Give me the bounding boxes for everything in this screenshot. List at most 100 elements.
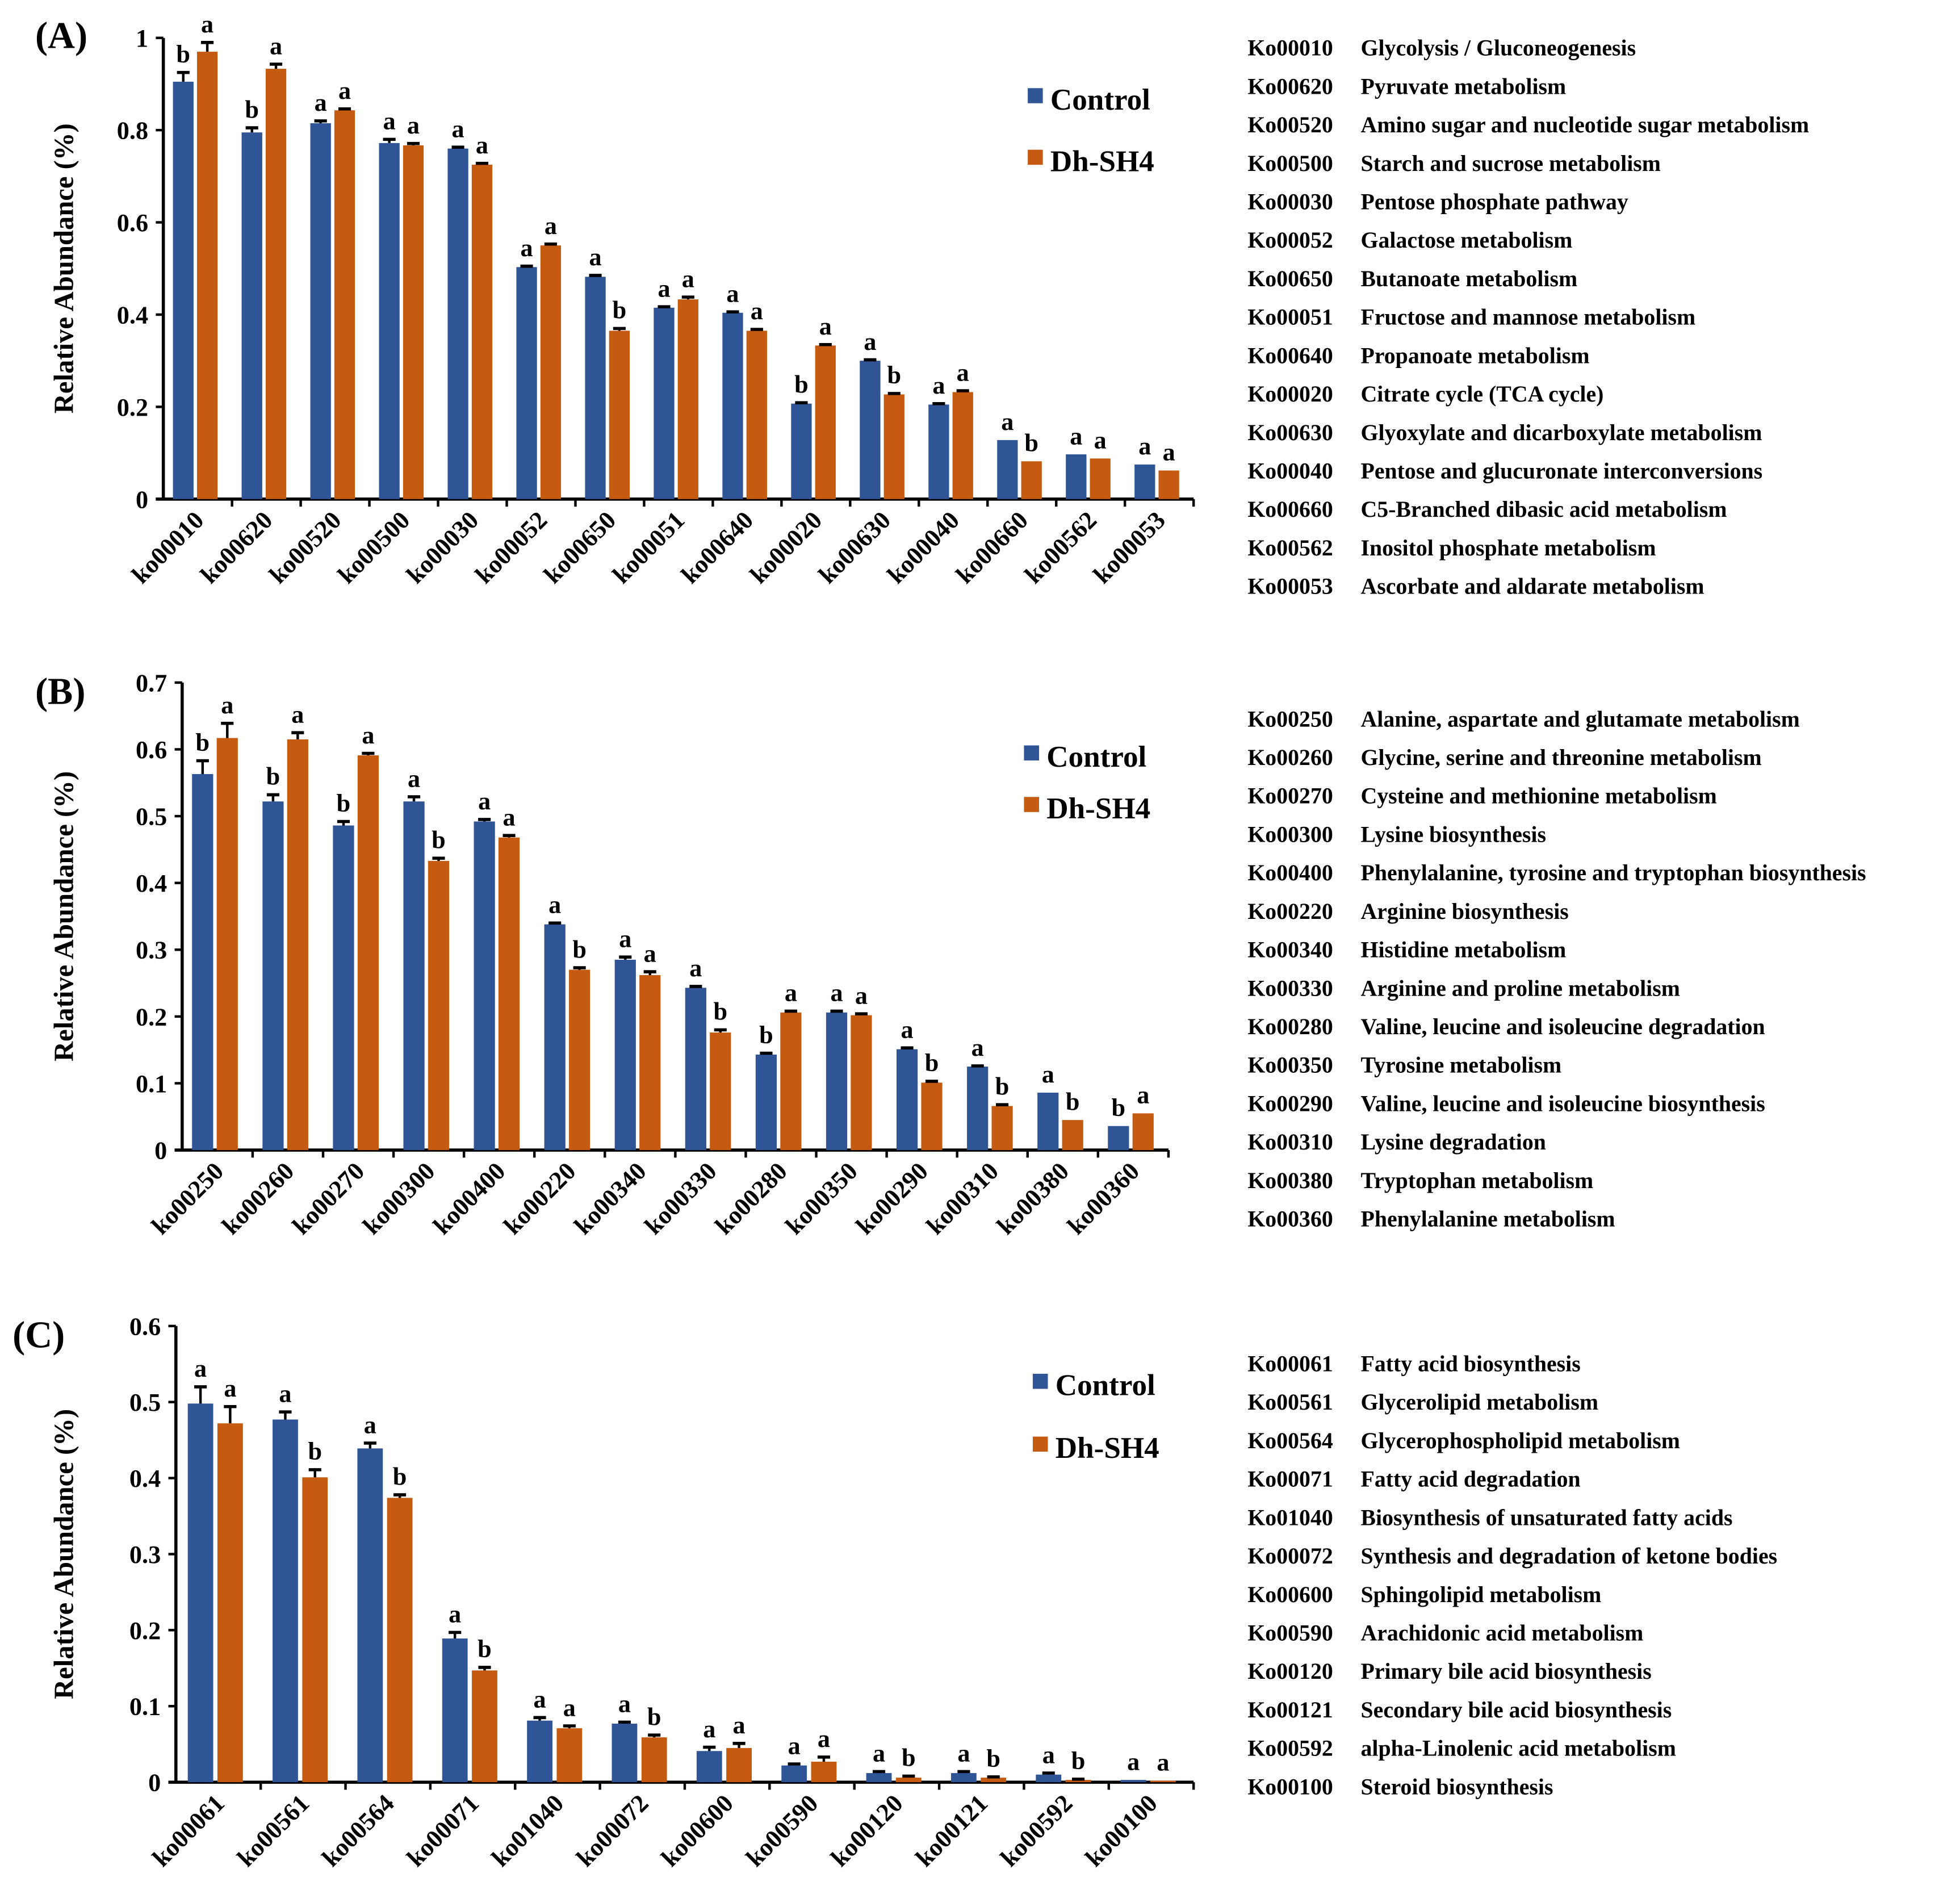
bar-control	[585, 277, 606, 499]
bar-dh-sh4	[1065, 1780, 1091, 1783]
bar-dh-sh4	[641, 1737, 667, 1783]
key-description: C5-Branched dibasic acid metabolism	[1360, 497, 1727, 522]
legend-swatch-dh-sh4	[1032, 1436, 1048, 1452]
bar-dh-sh4	[556, 1728, 583, 1783]
key-description: Alanine, aspartate and glutamate metabol…	[1360, 706, 1799, 731]
significance-letter: a	[619, 925, 631, 952]
bar-control	[310, 123, 331, 499]
x-tick-label: ko00072	[571, 1789, 654, 1872]
key-code: Ko00562	[1247, 536, 1333, 561]
y-axis-label: Relative Abundance (%)	[48, 771, 79, 1061]
significance-letter: a	[1042, 1060, 1054, 1088]
key-code: Ko00072	[1247, 1544, 1333, 1569]
bar-control	[967, 1067, 989, 1151]
bar-control	[192, 774, 213, 1151]
significance-letter: a	[362, 721, 374, 749]
bar-dh-sh4	[471, 165, 493, 499]
bar-dh-sh4	[196, 52, 218, 499]
bar-control	[1134, 464, 1155, 499]
key-description: Arachidonic acid metabolism	[1360, 1620, 1643, 1645]
key-code: Ko00220	[1247, 899, 1333, 924]
key-description: Arginine biosynthesis	[1360, 899, 1568, 924]
key-code: Ko00330	[1247, 976, 1333, 1001]
significance-letter: b	[1024, 429, 1038, 457]
significance-letter: b	[995, 1072, 1010, 1100]
bar-dh-sh4	[334, 110, 355, 499]
x-tick-label: ko00650	[538, 506, 621, 589]
key-description: Sphingolipid metabolism	[1360, 1582, 1601, 1607]
key-description: Galactose metabolism	[1360, 228, 1572, 253]
legend-label: Control	[1050, 83, 1150, 116]
chart-panel-2: (B) 0 0.1 0.2 0.3 0.4 0.5 0.6 0.7 Relative Abunda…	[35, 669, 1866, 1240]
bar-dh-sh4	[780, 1012, 802, 1151]
chart-panel-1: (A) 0 0.2 0.4 0.6 0.8 1 Relative Abundance (%) k…	[35, 10, 1809, 599]
key-description: Steroid biosynthesis	[1360, 1774, 1553, 1799]
y-tick-label: 0.4	[129, 1465, 161, 1493]
bar-control	[403, 801, 425, 1151]
bar-control	[614, 959, 636, 1151]
y-tick-label: 0	[154, 1137, 167, 1165]
bar-dh-sh4	[387, 1498, 413, 1783]
chart-panel-3: (C) 0 0.1 0.2 0.3 0.4 0.5 0.6 Relative Abundance…	[12, 1312, 1777, 1872]
significance-letter: a	[785, 979, 797, 1007]
key-code: Ko00051	[1247, 305, 1333, 330]
significance-letter: a	[855, 981, 868, 1009]
significance-letter: a	[291, 700, 304, 728]
significance-letter: a	[873, 1740, 885, 1767]
panel-label: (B)	[35, 671, 85, 712]
legend-label: Dh-SH4	[1046, 792, 1150, 825]
x-tick-label: ko00100	[1080, 1789, 1163, 1872]
y-tick-label: 0.2	[136, 1003, 167, 1031]
key-description: Synthesis and degradation of ketone bodi…	[1360, 1544, 1777, 1569]
bar-dh-sh4	[1090, 458, 1111, 499]
bar-dh-sh4	[981, 1778, 1007, 1783]
bar-dh-sh4	[1132, 1113, 1154, 1151]
y-tick-label: 0.1	[136, 1070, 167, 1098]
significance-letter: a	[315, 89, 327, 116]
x-tick-label: ko00040	[882, 506, 965, 589]
bar-dh-sh4	[710, 1032, 731, 1151]
y-tick-label: 0.7	[136, 669, 167, 697]
key-description: Lysine degradation	[1360, 1130, 1546, 1155]
bar-control	[1037, 1092, 1059, 1151]
significance-letter: b	[1071, 1747, 1086, 1775]
key-code: Ko00340	[1247, 938, 1333, 963]
bar-dh-sh4	[472, 1670, 497, 1783]
bar-dh-sh4	[746, 331, 767, 499]
key-description: Glycine, serine and threonine metabolism	[1360, 745, 1761, 770]
key-code: Ko00120	[1247, 1659, 1333, 1684]
x-tick-label: ko00071	[401, 1789, 484, 1872]
key-description: Tryptophan metabolism	[1360, 1168, 1593, 1193]
key-code: Ko00360	[1247, 1207, 1333, 1232]
key-code: Ko00280	[1247, 1014, 1333, 1039]
y-tick-label: 0.3	[136, 937, 167, 964]
significance-letter: a	[1157, 1749, 1169, 1776]
bar-control	[928, 404, 949, 499]
bar-control	[1066, 454, 1087, 499]
bar-dh-sh4	[1150, 1780, 1176, 1783]
key-description: Valine, leucine and isoleucine degradati…	[1360, 1014, 1765, 1039]
x-tick-label: ko00020	[744, 506, 827, 589]
significance-letter: b	[925, 1049, 939, 1077]
x-tick-label: ko00330	[639, 1157, 722, 1240]
legend-label: Dh-SH4	[1056, 1432, 1159, 1465]
key-description: Ascorbate and aldarate metabolism	[1360, 574, 1704, 599]
x-tick-label: ko00620	[195, 506, 278, 589]
key-code: Ko00260	[1247, 745, 1333, 770]
legend-label: Control	[1056, 1369, 1155, 1402]
key-description: Lysine biosynthesis	[1360, 822, 1546, 847]
y-tick-label: 0.6	[117, 209, 148, 237]
bar-dh-sh4	[1158, 470, 1179, 499]
bar-dh-sh4	[498, 837, 520, 1151]
significance-letter: a	[503, 803, 516, 831]
key-code: Ko00100	[1247, 1774, 1333, 1799]
y-tick-label: 0.6	[136, 736, 167, 764]
bar-control	[997, 440, 1018, 499]
key-code: Ko00290	[1247, 1091, 1333, 1116]
key-description: Glyoxylate and dicarboxylate metabolism	[1360, 420, 1762, 445]
significance-letter: b	[572, 935, 587, 963]
significance-letter: a	[534, 1686, 546, 1713]
bar-dh-sh4	[991, 1106, 1013, 1151]
bar-dh-sh4	[216, 738, 238, 1151]
